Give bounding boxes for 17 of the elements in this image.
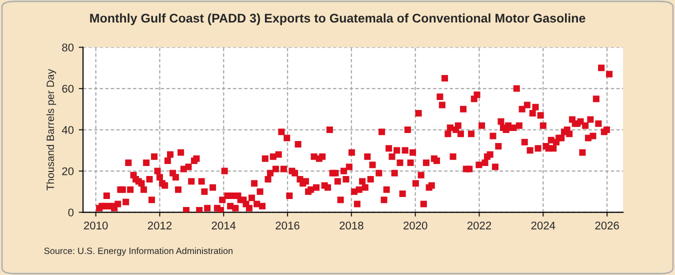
chart-title: Monthly Gulf Coast (PADD 3) Exports to Guatemala of Conventional Motor Gasoline bbox=[90, 13, 586, 26]
x-tick-label: 2010 bbox=[84, 222, 108, 230]
y-tick-label: 0 bbox=[68, 208, 74, 216]
x-tick-label: 2020 bbox=[404, 222, 428, 230]
y-tick-label: 20 bbox=[62, 167, 74, 176]
x-tick-label: 2022 bbox=[467, 222, 492, 230]
y-tick-label: 40 bbox=[62, 126, 74, 134]
x-tick-label: 2012 bbox=[148, 222, 172, 230]
x-tick-label: 2018 bbox=[340, 222, 364, 230]
x-tick-label: 2014 bbox=[212, 222, 236, 230]
x-tick-label: 2016 bbox=[276, 222, 300, 230]
y-axis-title: Thousand Barrels per Day bbox=[46, 69, 56, 190]
x-tick-label: 2026 bbox=[595, 222, 619, 230]
y-tick-label: 80 bbox=[62, 44, 74, 52]
x-tick-label: 2024 bbox=[531, 222, 556, 230]
source-note: Source: U.S. Energy Information Administration bbox=[44, 247, 232, 256]
y-tick-label: 60 bbox=[62, 84, 74, 93]
